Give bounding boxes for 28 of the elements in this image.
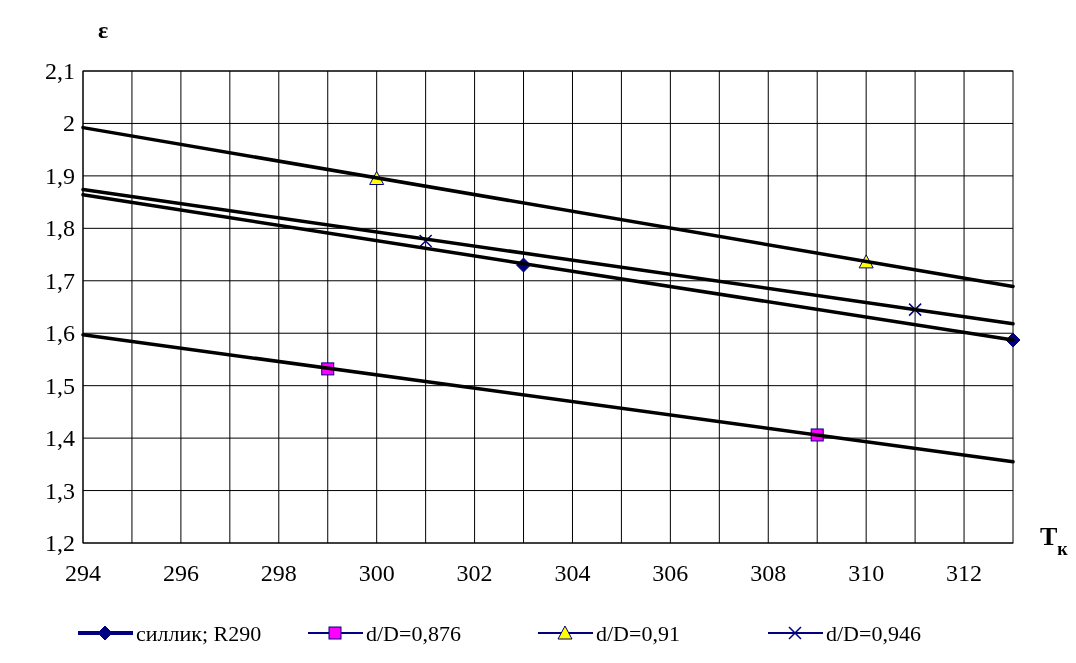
x-tick-label: 302 — [456, 560, 493, 586]
legend-label: силлик; R290 — [136, 621, 262, 646]
y-tick-label: 1,3 — [45, 477, 75, 504]
x-tick-label: 294 — [65, 560, 101, 586]
x-axis-title: T$_{к}$ — [1040, 522, 1069, 559]
y-tick-label: 1,8 — [45, 215, 75, 242]
legend-label: d/D=0,946 — [826, 621, 921, 646]
y-tick-label: 1,5 — [45, 372, 75, 399]
y-tick-label: 1,2 — [45, 530, 75, 556]
x-tick-label: 312 — [946, 560, 983, 586]
y-tick-label: 2 — [63, 110, 75, 137]
x-tick-label: 304 — [554, 560, 591, 586]
x-tick-label: 300 — [358, 560, 395, 586]
x-tick-label: 298 — [260, 560, 297, 586]
x-tick-label: 306 — [652, 560, 689, 586]
y-tick-label: 2,1 — [45, 58, 75, 84]
y-axis-title: ε — [98, 17, 109, 43]
x-tick-label: 308 — [750, 560, 787, 586]
y-tick-label: 1,6 — [45, 320, 75, 347]
legend-label: d/D=0,91 — [596, 621, 680, 646]
point — [418, 234, 433, 248]
x-tick-label: 296 — [162, 560, 199, 586]
legend-label: d/D=0,876 — [366, 621, 461, 646]
y-tick-label: 1,4 — [45, 425, 75, 452]
x-tick-label: 310 — [848, 560, 885, 586]
point — [908, 302, 922, 317]
y-tick-label: 1,9 — [45, 162, 75, 189]
y-tick-label: 1,7 — [45, 267, 75, 294]
